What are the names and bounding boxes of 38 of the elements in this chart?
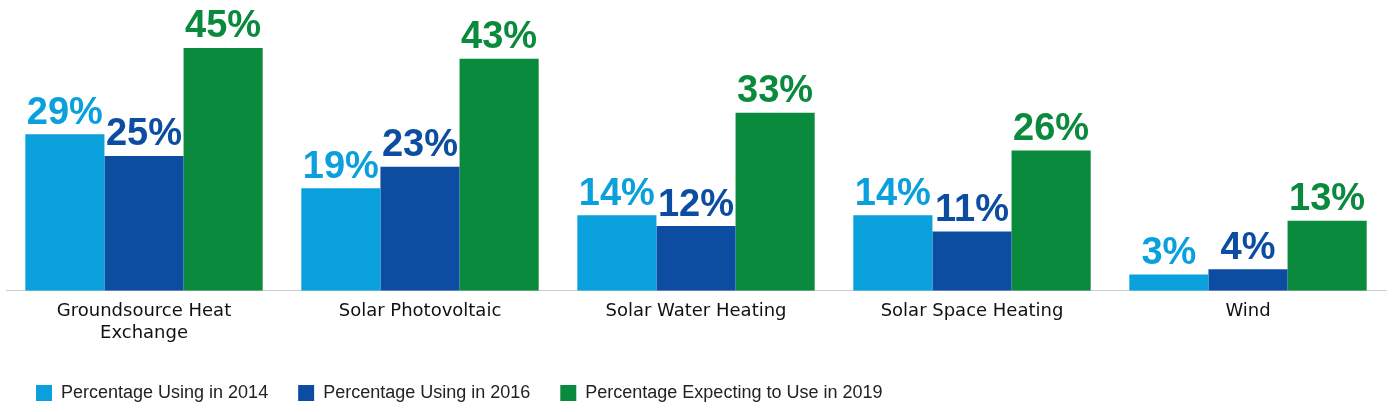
bar <box>577 215 657 291</box>
bar <box>1011 150 1091 291</box>
bar <box>735 112 815 291</box>
data-label: 26% <box>1013 106 1090 148</box>
data-label: 25% <box>105 111 183 154</box>
data-label: 45% <box>185 3 262 46</box>
x-tick-label: Solar Space Heating <box>880 299 1064 321</box>
x-tick-label: Wind <box>1225 299 1271 321</box>
bar <box>656 226 736 291</box>
bar <box>1208 269 1288 291</box>
data-label: 33% <box>737 68 814 111</box>
legend-label: Percentage Expecting to Use in 2019 <box>585 381 883 402</box>
data-label: 43% <box>461 14 538 57</box>
x-tick-label: Solar Water Heating <box>605 299 787 321</box>
bar <box>104 155 184 291</box>
data-label: 12% <box>657 181 735 224</box>
bar <box>183 48 263 291</box>
x-tick-label: Groundsource Heat Exchange <box>56 299 232 342</box>
bar <box>1129 274 1209 291</box>
bar <box>301 188 381 291</box>
x-tick-label: Solar Photovoltaic <box>338 299 502 321</box>
data-label: 4% <box>1220 224 1276 267</box>
bar <box>459 58 539 291</box>
data-label: 19% <box>302 143 379 186</box>
data-label: 14% <box>578 170 655 213</box>
data-label: 14% <box>854 170 931 213</box>
data-label: 13% <box>1289 176 1366 219</box>
data-label: 29% <box>26 89 103 132</box>
legend-label: Percentage Using in 2014 <box>61 381 269 402</box>
data-label: 3% <box>1141 230 1197 273</box>
data-label: 23% <box>381 122 459 165</box>
bar <box>25 134 105 291</box>
bar <box>932 231 1012 291</box>
bar <box>853 215 933 291</box>
bar <box>1287 220 1367 291</box>
bar <box>380 166 460 291</box>
data-label: 11% <box>935 186 1009 229</box>
legend-label: Percentage Using in 2016 <box>323 381 531 402</box>
